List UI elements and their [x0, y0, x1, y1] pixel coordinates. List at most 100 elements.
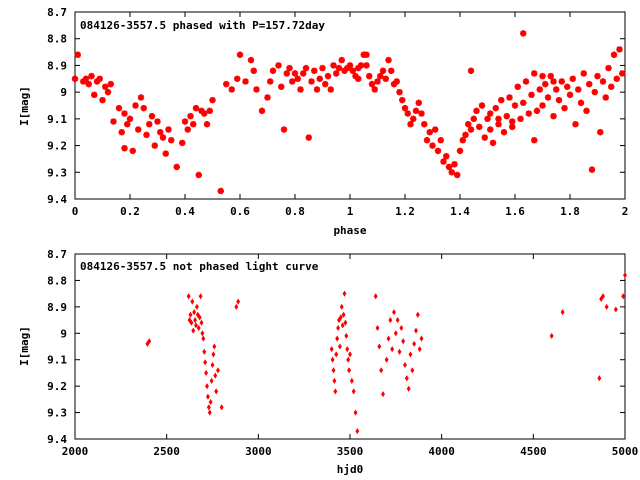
- data-point: [448, 169, 455, 176]
- data-point: [331, 367, 336, 374]
- data-point: [216, 367, 220, 374]
- data-point: [403, 361, 407, 369]
- data-point: [539, 102, 546, 109]
- data-point: [194, 322, 198, 329]
- x-tick-label: 0.2: [120, 205, 140, 218]
- data-point: [107, 80, 114, 88]
- x-tick-label: 3500: [337, 445, 364, 458]
- data-point: [577, 99, 585, 107]
- data-point: [154, 118, 161, 125]
- data-point: [467, 67, 475, 74]
- data-point: [335, 64, 343, 72]
- data-point: [348, 351, 352, 358]
- data-point: [487, 126, 494, 133]
- data-point: [498, 96, 505, 104]
- data-point: [311, 67, 318, 74]
- data-point: [190, 121, 197, 128]
- data-point: [368, 80, 376, 88]
- data-point: [412, 107, 420, 115]
- data-point: [406, 385, 411, 392]
- data-point: [379, 67, 387, 74]
- data-point: [473, 107, 480, 115]
- data-point: [382, 75, 389, 82]
- data-point: [404, 375, 409, 382]
- data-point: [509, 118, 516, 125]
- data-point: [179, 139, 186, 147]
- data-point: [351, 388, 356, 395]
- data-point: [338, 314, 343, 321]
- data-point: [440, 158, 447, 165]
- data-point: [333, 70, 340, 77]
- data-point: [189, 319, 194, 326]
- data-point: [85, 80, 92, 88]
- data-point: [74, 51, 81, 58]
- data-point: [404, 110, 411, 117]
- data-point: [148, 112, 156, 120]
- y-tick-label: 9.4: [47, 193, 67, 206]
- data-point: [352, 72, 359, 80]
- data-point: [528, 91, 535, 99]
- data-point: [437, 137, 444, 144]
- y-ticks-unphased: 8.7 8.8 8.9 9 9.1 9.2 9.3 9.4: [47, 248, 625, 446]
- data-point: [531, 70, 538, 77]
- data-point: [202, 348, 207, 355]
- x-tick-label: 1.2: [395, 205, 415, 218]
- x-tick-label: 2000: [62, 445, 89, 458]
- data-point: [197, 314, 202, 321]
- data-point: [93, 78, 101, 85]
- data-point: [353, 409, 358, 416]
- data-point: [399, 96, 406, 104]
- y-tick-label: 9.4: [47, 433, 67, 446]
- data-point: [110, 118, 117, 125]
- data-point: [247, 56, 255, 64]
- y-ticks-phased: 8.7 8.8 8.9 9 9.1 9.2 9.3 9.4: [47, 6, 625, 206]
- data-point: [99, 96, 106, 104]
- data-point: [191, 327, 196, 334]
- x-tick-label: 3000: [245, 445, 272, 458]
- data-point: [555, 96, 563, 104]
- data-point: [300, 70, 307, 77]
- data-point: [407, 121, 414, 128]
- data-point: [344, 332, 349, 339]
- data-point: [381, 391, 385, 398]
- data-point: [544, 94, 552, 101]
- data-point: [316, 75, 323, 82]
- data-point: [234, 75, 241, 82]
- data-point: [601, 293, 605, 300]
- data-point: [392, 309, 396, 316]
- data-point: [192, 309, 197, 316]
- data-point: [201, 335, 206, 342]
- data-point: [283, 70, 290, 77]
- y-tick-label: 9.1: [47, 354, 67, 367]
- y-tick-label: 8.8: [47, 33, 67, 46]
- data-point: [371, 86, 378, 93]
- chart-title-unphased: 084126-3557.5 not phased light curve: [80, 260, 319, 273]
- data-point: [199, 319, 204, 326]
- data-point: [388, 67, 395, 74]
- y-tick-label: 8.7: [47, 6, 67, 19]
- data-point: [503, 112, 510, 120]
- data-point: [253, 86, 260, 93]
- data-point: [520, 99, 527, 107]
- data-point: [205, 383, 209, 390]
- y-tick-label: 8.9: [47, 301, 67, 314]
- data-point: [613, 306, 618, 313]
- chart-title-phased: 084126-3557.5 phased with P=157.72day: [80, 19, 325, 32]
- data-point: [390, 346, 395, 353]
- data-point: [355, 75, 362, 82]
- data-point: [341, 311, 346, 318]
- data-point: [366, 72, 373, 80]
- x-tick-label: 1: [347, 205, 354, 218]
- data-point: [181, 118, 189, 125]
- data-point: [575, 86, 582, 93]
- data-point: [561, 104, 568, 112]
- data-point: [329, 346, 334, 353]
- data-point: [336, 324, 341, 332]
- x-ticks-unphased: 2000 2500 3000 3500 4000 4500 5000: [62, 254, 638, 458]
- data-point: [124, 121, 131, 128]
- x-tick-label: 2: [622, 205, 629, 218]
- data-point: [610, 51, 618, 58]
- data-point: [211, 351, 216, 358]
- data-point: [173, 163, 180, 171]
- x-tick-label: 0: [72, 205, 79, 218]
